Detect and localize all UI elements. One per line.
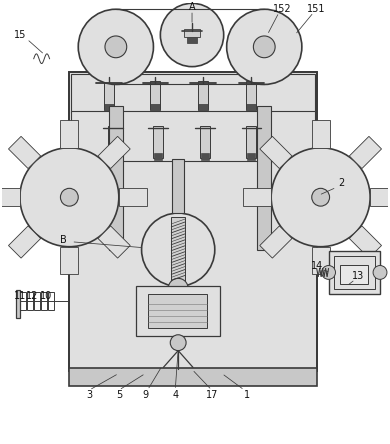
Bar xyxy=(69,71,317,371)
Bar xyxy=(104,81,114,109)
Text: 12: 12 xyxy=(26,291,38,301)
Bar xyxy=(187,36,197,43)
Polygon shape xyxy=(98,136,130,169)
Bar xyxy=(200,126,210,158)
Circle shape xyxy=(142,213,215,286)
Polygon shape xyxy=(312,120,330,148)
Circle shape xyxy=(20,148,119,247)
Bar xyxy=(71,111,315,161)
Bar xyxy=(153,126,163,158)
Text: 2: 2 xyxy=(338,178,344,188)
Circle shape xyxy=(322,266,335,279)
Bar xyxy=(172,159,184,213)
Bar xyxy=(41,292,46,310)
Text: 152: 152 xyxy=(273,4,291,14)
Circle shape xyxy=(78,9,153,84)
Bar xyxy=(198,81,208,109)
Bar xyxy=(247,153,255,160)
Text: 10: 10 xyxy=(39,291,52,301)
Bar xyxy=(71,74,315,113)
Polygon shape xyxy=(9,226,41,258)
Bar xyxy=(149,294,207,328)
Bar xyxy=(201,153,209,160)
Bar xyxy=(184,29,200,37)
Text: 4: 4 xyxy=(172,390,178,400)
Bar xyxy=(48,292,53,310)
Text: 5: 5 xyxy=(116,390,122,400)
Polygon shape xyxy=(0,188,20,206)
Polygon shape xyxy=(349,136,381,169)
Polygon shape xyxy=(260,136,292,169)
Bar xyxy=(154,153,162,160)
Polygon shape xyxy=(60,247,78,274)
Circle shape xyxy=(60,188,78,206)
Bar xyxy=(246,126,256,158)
Bar xyxy=(151,104,160,111)
Bar xyxy=(69,369,317,386)
Bar xyxy=(16,290,20,318)
Circle shape xyxy=(170,335,186,351)
Polygon shape xyxy=(370,188,390,206)
Text: 14: 14 xyxy=(310,262,323,271)
Circle shape xyxy=(254,36,275,58)
Circle shape xyxy=(373,266,387,279)
Bar xyxy=(171,217,185,282)
Bar xyxy=(340,265,368,284)
Bar xyxy=(109,106,123,250)
Text: 1: 1 xyxy=(245,390,250,400)
Text: A: A xyxy=(189,2,195,12)
Polygon shape xyxy=(98,226,130,258)
Bar xyxy=(328,251,380,294)
Text: 3: 3 xyxy=(86,390,92,400)
Bar xyxy=(246,81,256,109)
Text: 17: 17 xyxy=(206,390,218,400)
Circle shape xyxy=(168,278,188,298)
Bar xyxy=(69,71,317,371)
Bar xyxy=(333,256,375,289)
Bar xyxy=(136,286,220,336)
Circle shape xyxy=(271,148,370,247)
Polygon shape xyxy=(349,226,381,258)
Text: 13: 13 xyxy=(352,271,364,281)
Bar xyxy=(109,153,117,160)
Polygon shape xyxy=(243,188,271,206)
Polygon shape xyxy=(260,226,292,258)
Polygon shape xyxy=(9,136,41,169)
Polygon shape xyxy=(312,247,330,274)
Bar xyxy=(257,106,271,250)
Text: 9: 9 xyxy=(142,390,149,400)
Bar xyxy=(198,104,208,111)
Text: B: B xyxy=(60,235,67,245)
Text: 11: 11 xyxy=(14,291,26,301)
Circle shape xyxy=(160,3,224,67)
Bar xyxy=(104,104,114,111)
Circle shape xyxy=(105,36,127,58)
Text: 151: 151 xyxy=(307,4,326,14)
Bar xyxy=(20,292,26,310)
Bar xyxy=(246,104,256,111)
Text: 15: 15 xyxy=(14,30,26,40)
Circle shape xyxy=(312,188,330,206)
Circle shape xyxy=(227,9,302,84)
Bar xyxy=(108,126,118,158)
Bar xyxy=(173,288,183,304)
Polygon shape xyxy=(60,120,78,148)
Bar xyxy=(151,81,160,109)
Polygon shape xyxy=(119,188,147,206)
Bar xyxy=(27,292,33,310)
Bar xyxy=(34,292,40,310)
